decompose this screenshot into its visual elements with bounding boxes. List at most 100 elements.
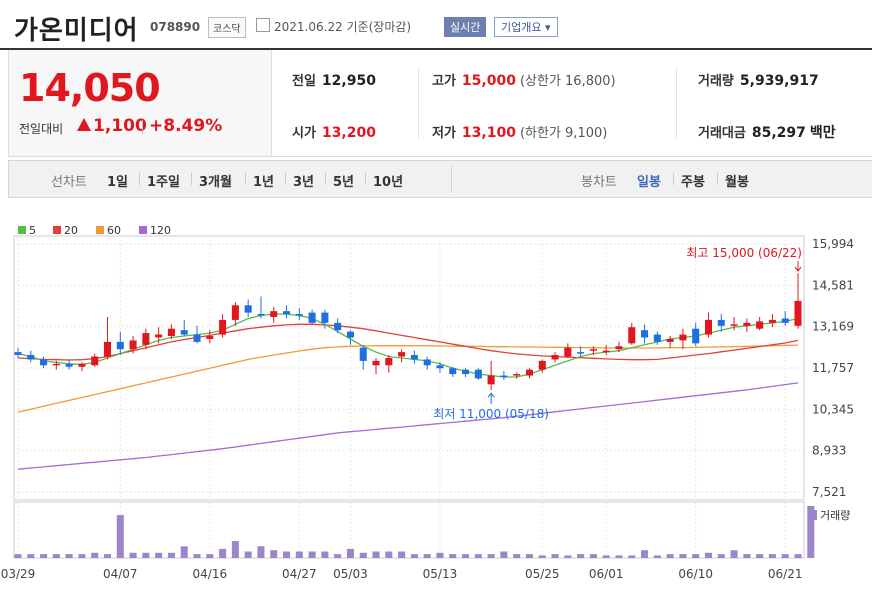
candle-body (730, 324, 738, 326)
volume-bar (577, 554, 585, 558)
candle-body (423, 359, 431, 366)
volume-bar (308, 551, 316, 558)
legend-label: 20 (64, 224, 78, 237)
tab-1-year[interactable]: 1년 (253, 175, 275, 190)
realtime-button[interactable]: 실시간 (444, 17, 487, 37)
volume-bar (142, 552, 150, 558)
calendar-icon (256, 18, 270, 32)
y-tick-label: 13,169 (812, 320, 854, 334)
volume-bar (27, 554, 35, 558)
volume-bar (743, 554, 751, 558)
x-tick-label: 06/10 (678, 567, 713, 581)
legend-label: 60 (107, 224, 121, 237)
candle-body (679, 334, 687, 341)
candle-body (385, 357, 393, 366)
low-annotation: 최저 11,000 (05/18) (433, 407, 549, 421)
volume-bar (206, 554, 214, 558)
candle-body (449, 368, 457, 375)
volume-bar (14, 554, 22, 558)
volume-bar (679, 554, 687, 558)
candle-body (615, 346, 623, 350)
candle-body (743, 322, 751, 326)
volume-plot-frame (13, 501, 805, 559)
candle-body (244, 305, 252, 313)
candle-body (359, 347, 367, 361)
low-price: 저가 13,100 (하한가 9,100) (432, 125, 608, 141)
volume-bar (794, 554, 802, 558)
tab-5-years[interactable]: 5년 (333, 175, 355, 190)
candle-body (602, 350, 610, 353)
candle-body (40, 359, 48, 366)
volume-bar (295, 551, 303, 558)
candle-body (206, 336, 214, 339)
volume-label: 거래량 (820, 509, 850, 522)
candle-body (589, 349, 597, 351)
tab-weekly-candle[interactable]: 주봉 (681, 175, 705, 190)
volume-bar (436, 552, 444, 558)
volume-bar (167, 552, 175, 558)
tab-1-week[interactable]: 1주일 (147, 175, 180, 190)
tab-daily-candle[interactable]: 일봉 (637, 175, 661, 190)
candle-body (129, 340, 137, 350)
candle-body (641, 330, 649, 338)
candle-body (577, 352, 585, 354)
tab-3-months[interactable]: 3개월 (199, 175, 232, 190)
legend-swatch (96, 226, 104, 234)
price-plot-frame (13, 235, 805, 501)
divider (418, 68, 419, 138)
y-tick-label: 11,757 (812, 361, 854, 375)
candle-body (116, 341, 124, 350)
candle-body (27, 355, 35, 360)
ma20-line (17, 323, 799, 361)
volume-bar (40, 554, 48, 558)
volume-bar (449, 554, 457, 558)
company-overview-dropdown[interactable]: 기업개요 ▾ (494, 17, 558, 37)
candle-body (436, 365, 444, 369)
divider (325, 173, 326, 185)
candle-body (781, 318, 789, 323)
candle-body (513, 374, 521, 376)
change-percent: +8.49% (149, 116, 223, 136)
candle-body (794, 300, 802, 326)
candle-body (653, 334, 661, 342)
candle-body (295, 314, 303, 316)
legend-label: 120 (150, 224, 171, 237)
tab-10-years[interactable]: 10년 (373, 175, 404, 190)
tab-monthly-candle[interactable]: 월봉 (725, 175, 749, 190)
volume-bar (270, 550, 278, 558)
volume-bar (628, 555, 636, 558)
candle-body (756, 321, 764, 329)
volume: 거래량 5,939,917 (698, 73, 819, 89)
open-price: 시가 13,200 (292, 125, 376, 141)
market-badge: 코스닥 (208, 17, 246, 38)
volume-bar (155, 552, 163, 558)
y-tick-label: 14,581 (812, 278, 854, 292)
divider (285, 173, 286, 185)
volume-bar (615, 555, 623, 558)
volume-bar (65, 554, 73, 558)
candle-body (564, 347, 572, 357)
volume-bar (513, 554, 521, 558)
tab-1-day[interactable]: 1일 (107, 175, 129, 190)
volume-bar (359, 552, 367, 558)
volume-bar (781, 554, 789, 558)
candle-body (91, 356, 99, 366)
volume-bar (103, 554, 112, 558)
volume-bar (129, 552, 137, 558)
as-of-date: 2021.06.22 기준(장마감) (274, 20, 412, 34)
volume-bar (180, 546, 188, 558)
legend-swatch (18, 226, 26, 234)
volume-bar (641, 550, 649, 558)
candle-body (704, 319, 713, 335)
candle-body (372, 360, 380, 366)
volume-bar (500, 551, 508, 558)
volume-bar (91, 552, 99, 558)
candle-body (525, 369, 533, 376)
high-price: 고가 15,000 (상한가 16,800) (432, 73, 616, 89)
tab-3-years[interactable]: 3년 (293, 175, 315, 190)
y-tick-label: 7,521 (812, 485, 846, 499)
ticker-code: 078890 (150, 20, 201, 34)
divider (717, 173, 718, 185)
candle-body (410, 355, 418, 360)
stock-header: 가온미디어 078890 코스닥 2021.06.22 기준(장마감) 실시간 … (0, 0, 872, 50)
